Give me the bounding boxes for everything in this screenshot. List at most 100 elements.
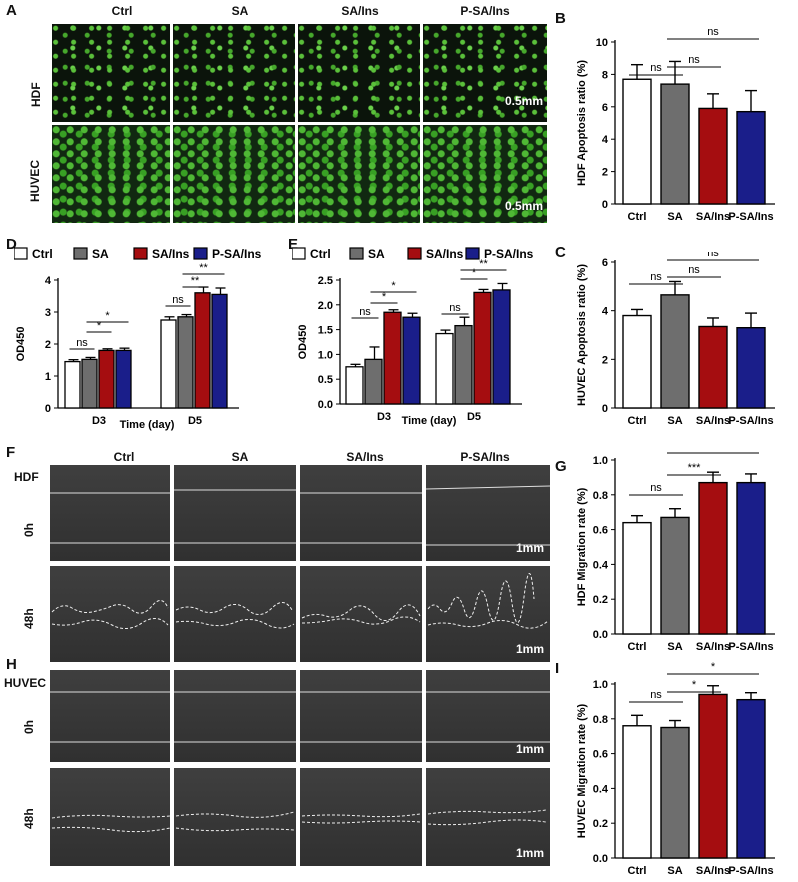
y-tick-label: 0.0 <box>318 399 333 411</box>
panel-label-h: H <box>6 656 17 673</box>
y-tick-label: 1 <box>45 371 51 383</box>
bar-SA <box>660 294 690 409</box>
legend-swatch <box>349 247 364 260</box>
y-tick-label: 4 <box>45 275 52 287</box>
y-tick-label: 2 <box>602 167 608 179</box>
y-tick-label: 0.4 <box>593 783 609 795</box>
sig-label: ns <box>688 54 700 66</box>
huvec-0h-sains <box>300 670 422 762</box>
legend-label: SA <box>92 247 109 261</box>
bar-Ctrl-D5 <box>435 332 454 405</box>
y-tick-label: 0.4 <box>593 559 609 571</box>
hdf-0h-ctrl <box>50 465 170 561</box>
y-tick-label: 0 <box>602 403 608 415</box>
legend-label: P-SA/Ins <box>484 247 534 261</box>
y-tick-label: 3 <box>45 307 51 319</box>
panel-label-a: A <box>6 2 17 19</box>
sig-label: ns <box>359 306 371 318</box>
bar-P-SA/Ins-D5 <box>492 289 511 405</box>
panel-label-e: E <box>288 236 299 253</box>
hdf-48h-psains: 1mm <box>426 566 550 662</box>
panel-label-i: I <box>555 660 560 677</box>
legend-swatch <box>133 247 148 260</box>
legend-swatch <box>14 247 28 260</box>
sig-label: * <box>711 662 716 673</box>
bar-SA/Ins <box>698 107 728 205</box>
bar-SA-D5 <box>454 324 473 405</box>
x-tick-label: D5 <box>467 411 481 423</box>
panel-label-f: F <box>6 444 16 461</box>
bar-SA-D5 <box>177 316 194 409</box>
x-tick-label: P-SA/Ins <box>728 641 773 653</box>
huvec-sa-image <box>173 125 295 223</box>
hdf-sa-image <box>173 24 295 122</box>
col-sa: SA <box>231 450 249 464</box>
y-axis-label: HUVEC Apoptosis ratio (%) <box>576 264 588 406</box>
y-axis-label: OD450 <box>297 325 309 360</box>
scale-label: 0.5mm <box>504 199 543 213</box>
legend-swatch <box>73 247 88 260</box>
y-tick-label: 0.8 <box>593 714 608 726</box>
bar-P-SA/Ins-D5 <box>211 293 228 409</box>
x-tick-label: SA <box>667 865 682 877</box>
hdf-sains-image <box>298 24 420 122</box>
bar-SA <box>660 516 690 635</box>
hdf-0h-sa <box>174 465 296 561</box>
bar-Ctrl <box>622 314 652 409</box>
x-tick-label: D5 <box>188 415 202 427</box>
y-tick-label: 1.0 <box>318 349 333 361</box>
y-axis-label: OD450 <box>15 327 27 362</box>
y-tick-label: 1.0 <box>593 455 608 467</box>
y-tick-label: 4 <box>602 306 609 318</box>
col-sa: SA <box>231 4 249 18</box>
huvec-psains-image: 0.5mm <box>423 125 547 223</box>
legend-label: Ctrl <box>32 247 53 261</box>
y-tick-label: 2 <box>45 339 51 351</box>
time-48h: 48h <box>22 808 36 829</box>
x-tick-label: P-SA/Ins <box>728 865 773 877</box>
sig-label: * <box>692 679 697 691</box>
y-tick-label: 0.6 <box>593 749 608 761</box>
bar-SA <box>660 83 690 205</box>
scale-label: 1mm <box>515 742 544 756</box>
bar-SA/Ins <box>698 693 728 859</box>
huvec-scratch-lines <box>50 691 550 833</box>
bar-P-SA/Ins-D3 <box>115 349 132 409</box>
sig-label: ** <box>191 275 200 287</box>
y-tick-label: 0.0 <box>593 629 608 641</box>
x-tick-label: SA/Ins <box>696 211 730 223</box>
bar-SA/Ins-D5 <box>194 292 211 409</box>
y-tick-label: 1.5 <box>318 325 333 337</box>
col-psains: P-SA/Ins <box>460 450 510 464</box>
sig-label: ** <box>479 258 488 270</box>
x-tick-label: Ctrl <box>628 415 647 427</box>
scale-label: 1mm <box>515 642 544 656</box>
x-tick-label: D3 <box>377 411 391 423</box>
hdf-scratch-lines <box>50 485 550 629</box>
legend-swatch <box>465 247 480 260</box>
hdf-48h-ctrl <box>50 566 170 662</box>
sig-label: ns <box>650 689 662 701</box>
sig-label: * <box>105 310 110 322</box>
y-tick-label: 0.6 <box>593 525 608 537</box>
y-tick-label: 6 <box>602 102 608 114</box>
legend-swatch <box>407 247 422 260</box>
y-tick-label: 0 <box>602 199 608 211</box>
sig-label: * <box>391 280 396 292</box>
sig-label: *** <box>707 448 721 452</box>
legend-swatch <box>193 247 208 260</box>
hdf-48h-sains <box>300 566 422 662</box>
bar-SA/Ins-D5 <box>473 291 492 405</box>
bar-Ctrl-D5 <box>160 319 177 409</box>
huvec-48h-ctrl <box>50 768 170 866</box>
col-ctrl: Ctrl <box>111 4 133 18</box>
x-tick-label: Ctrl <box>628 211 647 223</box>
col-ctrl: Ctrl <box>113 450 135 464</box>
bar-SA-D3 <box>81 358 98 409</box>
x-tick-label: SA/Ins <box>696 415 730 427</box>
sig-label: ns <box>650 482 662 494</box>
x-tick-label: D3 <box>92 415 106 427</box>
